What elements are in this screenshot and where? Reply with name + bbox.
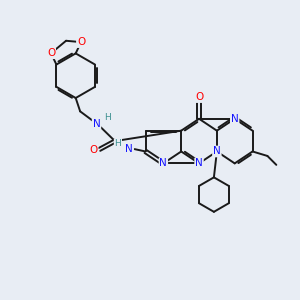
Text: N: N xyxy=(125,144,133,154)
Text: N: N xyxy=(213,146,221,157)
Text: N: N xyxy=(231,114,239,124)
Text: H: H xyxy=(104,113,111,122)
Text: N: N xyxy=(195,158,203,168)
Text: O: O xyxy=(195,92,203,102)
Text: N: N xyxy=(160,158,167,168)
Text: O: O xyxy=(47,48,55,58)
Text: N: N xyxy=(93,119,101,129)
Text: O: O xyxy=(77,37,85,47)
Text: O: O xyxy=(89,145,98,155)
Text: H: H xyxy=(115,139,121,148)
